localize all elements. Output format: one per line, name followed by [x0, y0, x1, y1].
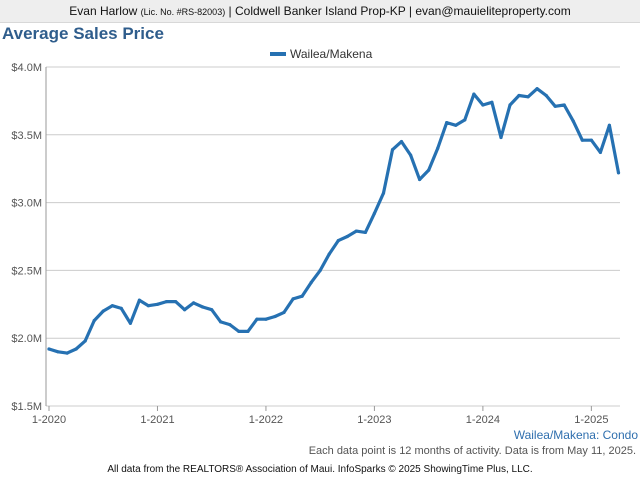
x-tick-label: 1-2020 [32, 414, 66, 425]
data-point [472, 92, 476, 96]
data-point [327, 252, 331, 256]
y-tick-label: $2.5M [11, 265, 42, 277]
data-point [418, 177, 422, 182]
y-tick-label: $1.5M [11, 401, 42, 413]
axes: $1.5M $2.0M $2.5M $3.0M $3.5M $4.0M 1-2020 1-20… [11, 62, 608, 425]
data-point [363, 230, 367, 234]
data-point [137, 298, 141, 302]
series-line-wailea-makena [47, 87, 621, 355]
y-tick-label: $2.0M [11, 333, 42, 345]
x-tick-label: 1-2021 [140, 414, 174, 425]
data-point [508, 103, 512, 107]
data-point [463, 118, 467, 122]
y-tick-label: $3.5M [11, 130, 42, 142]
x-tick-label: 1-2023 [357, 414, 391, 425]
data-point [490, 100, 494, 104]
data-point [83, 339, 87, 343]
data-point [219, 320, 223, 324]
data-point [128, 321, 132, 325]
data-point [164, 300, 169, 304]
data-point [264, 317, 268, 321]
data-point [336, 239, 340, 243]
data-point [427, 168, 431, 172]
line-chart: $1.5M $2.0M $2.5M $3.0M $3.5M $4.0M 1-2020 1-20… [11, 47, 621, 425]
license-number: (Lic. No. #RS-82003) [140, 7, 226, 17]
data-point [345, 234, 349, 239]
data-point [571, 119, 575, 123]
data-point [291, 297, 295, 301]
gridlines [46, 66, 620, 407]
agent-name: Evan Harlow [69, 4, 138, 18]
data-point [282, 310, 286, 314]
data-point [499, 135, 503, 140]
data-point [553, 104, 557, 108]
data-point [210, 308, 214, 312]
data-point [562, 103, 566, 107]
data-point [372, 211, 376, 215]
data-point [318, 268, 322, 272]
area-label: Wailea/Makena: Condo [513, 428, 638, 442]
data-point [119, 306, 123, 310]
data-point [598, 150, 603, 154]
data-point [174, 300, 178, 304]
y-tick-label: $4.0M [11, 62, 42, 74]
brokerage: | Coldwell Banker Island Prop-KP | [228, 4, 412, 18]
data-point [47, 347, 51, 351]
data-point [246, 329, 250, 333]
data-note: Each data point is 12 months of activity… [308, 445, 636, 457]
data-point [255, 317, 259, 321]
data-point [237, 329, 241, 333]
data-point [544, 93, 548, 98]
header-bar: Evan Harlow (Lic. No. #RS-82003) | Coldw… [0, 0, 640, 23]
y-tick-label: $3.0M [11, 198, 42, 210]
data-point [183, 308, 187, 312]
data-point [300, 294, 304, 298]
data-point [517, 93, 521, 98]
data-point [228, 323, 232, 327]
legend[interactable]: Wailea/Makena [270, 47, 373, 61]
agent-email[interactable]: evan@mauieliteproperty.com [415, 4, 571, 18]
data-point [589, 138, 594, 142]
data-point [155, 302, 160, 306]
data-point [445, 121, 449, 125]
data-point [309, 281, 313, 285]
data-point [535, 87, 539, 91]
data-point [146, 304, 150, 308]
data-point [409, 153, 413, 157]
data-point [454, 123, 458, 127]
legend-label: Wailea/Makena [290, 47, 373, 61]
data-point [607, 123, 612, 127]
data-point [354, 229, 358, 233]
x-tick-label: 1-2024 [466, 414, 500, 425]
data-point [481, 103, 485, 107]
data-point [192, 301, 196, 305]
data-point [56, 350, 60, 354]
data-point [390, 148, 395, 152]
data-point [101, 309, 105, 313]
chart-title: Average Sales Price [2, 24, 164, 43]
series-layer [47, 87, 621, 355]
x-tick-label: 1-2022 [249, 414, 283, 425]
data-point [580, 138, 584, 142]
data-point [110, 304, 114, 308]
data-point [381, 191, 386, 195]
data-point [92, 319, 96, 323]
x-tick-label: 1-2025 [574, 414, 608, 425]
data-point [436, 146, 440, 150]
data-point [201, 305, 205, 309]
data-point [526, 95, 530, 99]
footer-credit: All data from the REALTORS® Association … [107, 464, 533, 475]
data-point [616, 171, 621, 175]
data-point [399, 140, 404, 144]
data-point [65, 351, 69, 355]
data-point [273, 314, 277, 319]
data-point [74, 347, 78, 351]
